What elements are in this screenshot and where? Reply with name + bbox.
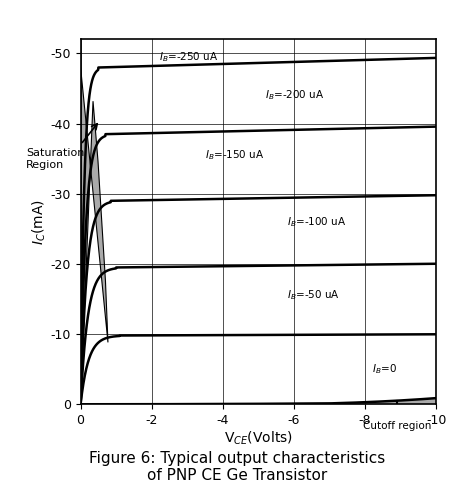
Text: Figure 6: Typical output characteristics
of PNP CE Ge Transistor: Figure 6: Typical output characteristics…: [89, 451, 385, 483]
Text: $I_B$=-100 uA: $I_B$=-100 uA: [287, 215, 346, 229]
Text: Saturation
Region: Saturation Region: [26, 148, 84, 170]
Text: $I_B$=-250 uA: $I_B$=-250 uA: [159, 50, 218, 64]
Y-axis label: $I_C$(mA): $I_C$(mA): [30, 199, 47, 245]
Text: $I_B$=-50 uA: $I_B$=-50 uA: [287, 288, 340, 302]
Polygon shape: [81, 68, 108, 404]
Text: $I_B$=-150 uA: $I_B$=-150 uA: [205, 148, 264, 162]
Polygon shape: [294, 398, 436, 404]
Text: $I_B$=0: $I_B$=0: [372, 362, 397, 376]
Text: $I_B$=-200 uA: $I_B$=-200 uA: [265, 89, 325, 103]
X-axis label: V$_{CE}$(Volts): V$_{CE}$(Volts): [224, 430, 293, 447]
Text: Cutoff region: Cutoff region: [363, 421, 431, 431]
